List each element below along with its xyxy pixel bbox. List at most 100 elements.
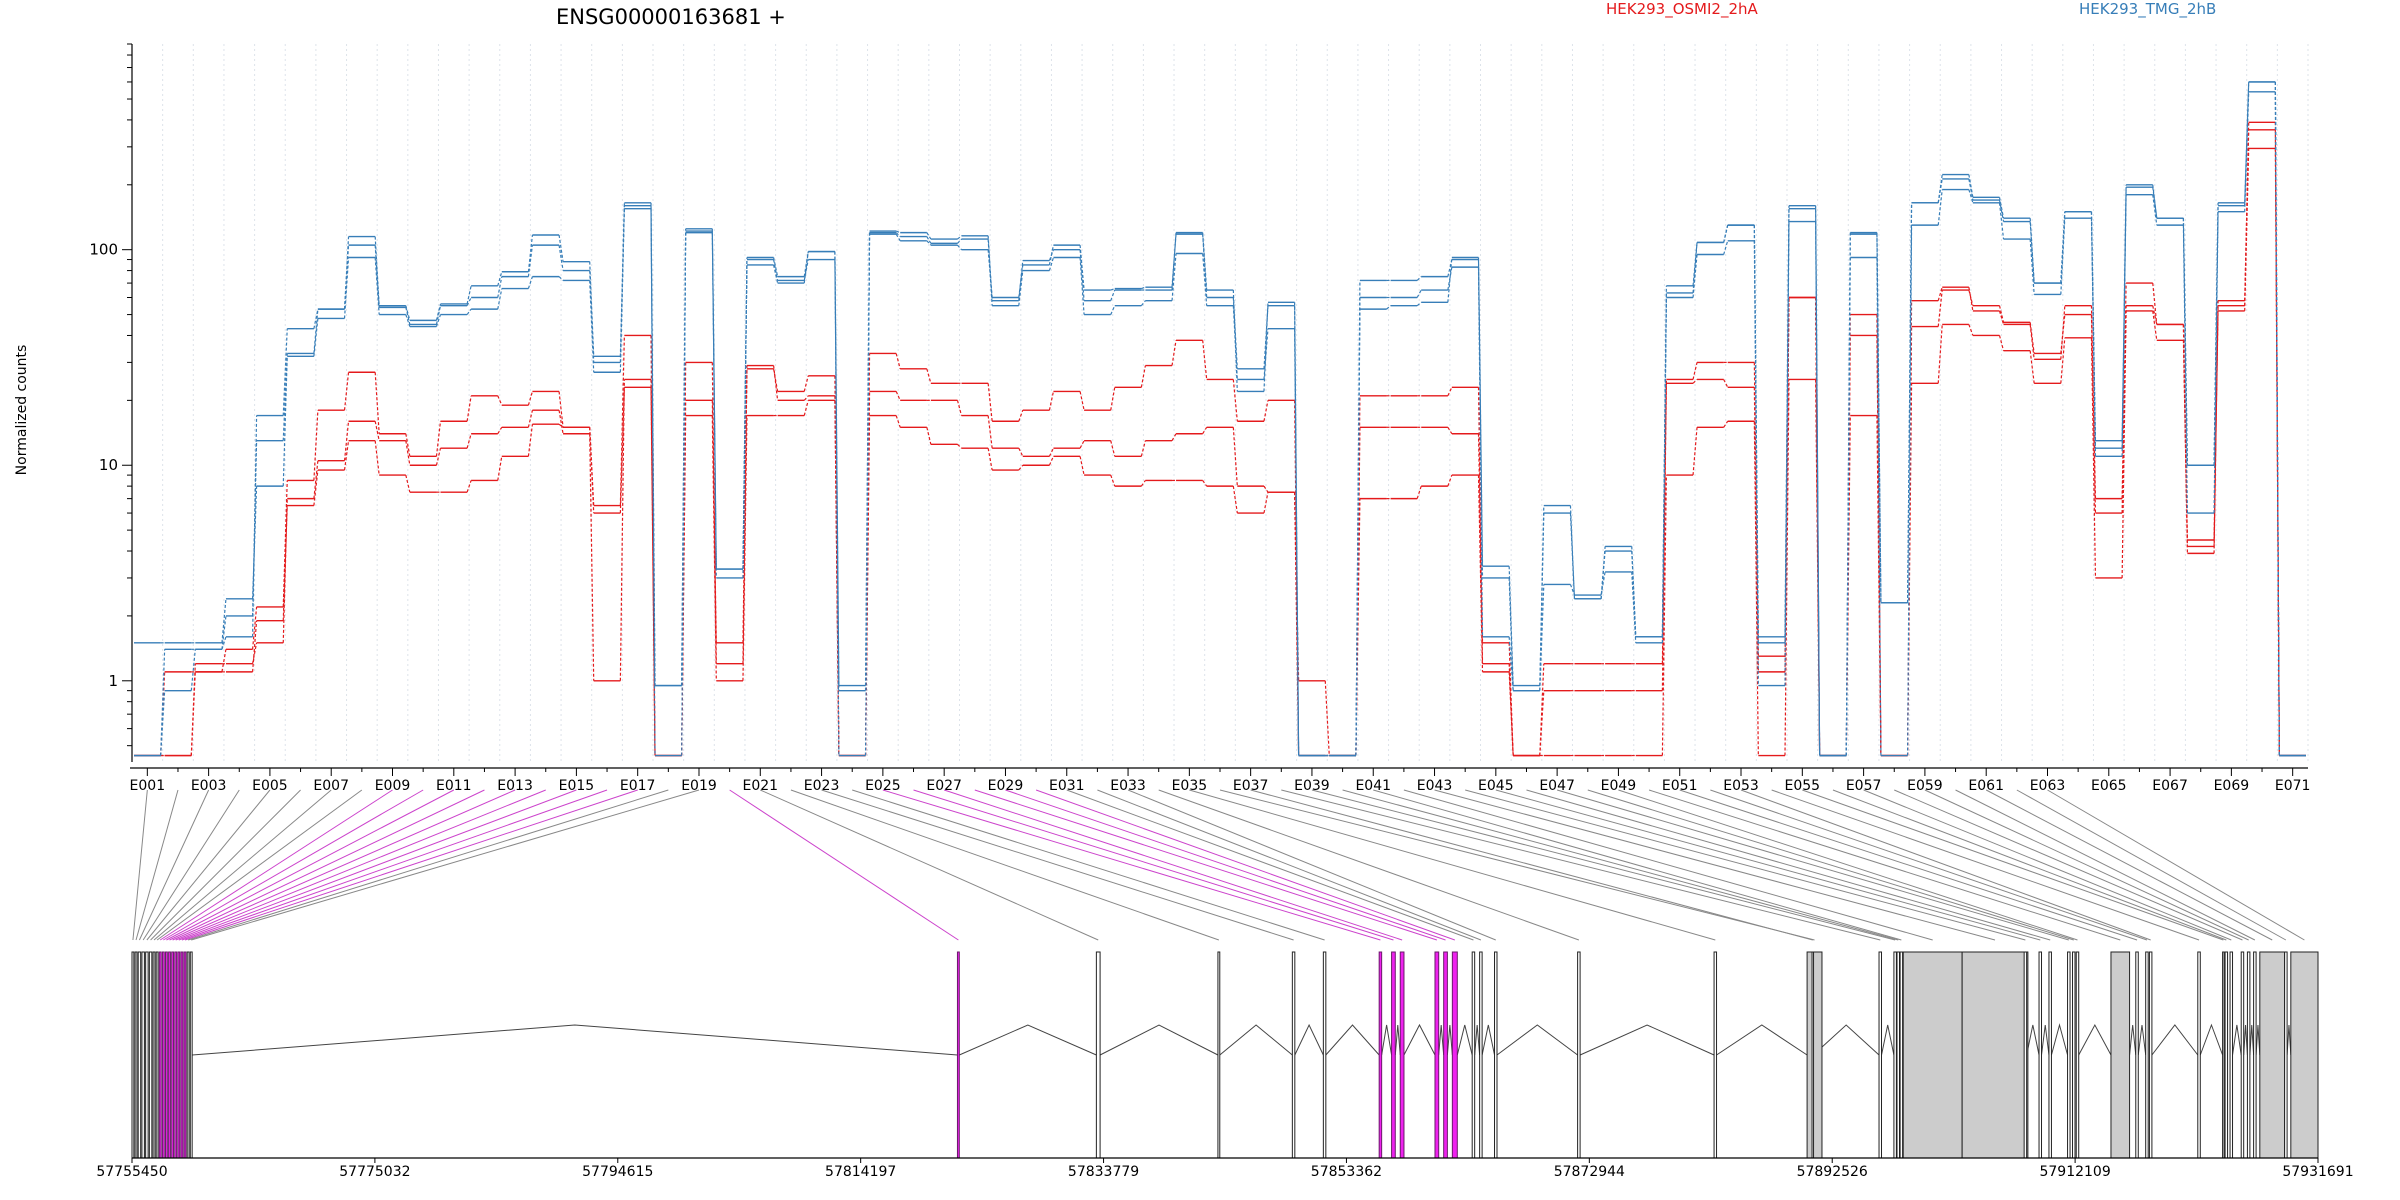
exon-tick-label: E021 <box>742 778 778 794</box>
intron-line <box>1394 1024 1401 1056</box>
exon-transition <box>895 391 901 401</box>
exon-tick-label: E051 <box>1662 778 1698 794</box>
exon-transition <box>650 205 656 756</box>
exon-transition <box>1018 464 1024 471</box>
exon-transition <box>1018 260 1024 301</box>
exon-connector <box>1005 789 1446 941</box>
exon-transition <box>1600 546 1606 599</box>
exon-transition <box>497 395 503 406</box>
exon-transition <box>282 480 288 608</box>
exon-transition <box>1477 475 1484 672</box>
exon-connector <box>821 789 1294 941</box>
exon-block <box>2048 951 2052 1159</box>
exon-transition <box>987 448 993 471</box>
exon-block <box>183 951 187 1159</box>
exon-transition <box>252 642 258 664</box>
exon-transition <box>190 671 196 756</box>
exon-transition <box>742 257 748 570</box>
exon-transition <box>2213 300 2219 554</box>
exon-connector <box>166 789 455 941</box>
intron-line <box>2041 1024 2050 1056</box>
exon-block <box>2067 951 2071 1159</box>
exon-transition <box>1202 480 1208 487</box>
replicate-line <box>134 81 2306 757</box>
exon-block <box>155 951 159 1159</box>
exon-transition <box>497 276 503 298</box>
exon-connector <box>178 789 577 941</box>
exon-transition <box>957 235 962 240</box>
exon-transition <box>527 410 534 428</box>
exon-transition <box>1079 440 1085 449</box>
exon-block <box>2240 951 2245 1159</box>
exon-block <box>171 951 175 1159</box>
exon-block <box>148 951 153 1159</box>
exon-block <box>161 951 165 1159</box>
exon-connector <box>944 789 1403 941</box>
exon-connector <box>1158 789 1580 941</box>
exon-transition <box>435 421 442 457</box>
intron-line <box>959 1024 1097 1056</box>
exon-transition <box>773 368 779 392</box>
exon-transition <box>773 259 779 281</box>
exon-connector <box>790 789 1220 941</box>
exon-connector <box>163 789 424 941</box>
exon-transition <box>221 636 227 650</box>
series-HEK293_TMG_2hB <box>134 81 2306 757</box>
replicate-line <box>134 91 2306 757</box>
exon-transition <box>2029 239 2035 295</box>
genomic-tick-label: 57931691 <box>2282 1164 2353 1180</box>
exon-block <box>180 951 184 1159</box>
exon-transition <box>374 440 380 476</box>
exon-transition <box>650 202 656 686</box>
exon-transition <box>650 387 656 756</box>
exon-connector <box>1342 789 1899 941</box>
exon-tick-label: E005 <box>252 778 288 794</box>
exon-block <box>1434 951 1440 1159</box>
exon-connector <box>156 789 363 941</box>
exon-transition <box>343 236 350 310</box>
exon-tick-label: E067 <box>2152 778 2188 794</box>
exon-tick-label: E047 <box>1539 778 1575 794</box>
exon-block <box>1713 951 1718 1159</box>
exon-transition <box>282 353 288 441</box>
exon-transition <box>1110 387 1116 411</box>
exon-transition <box>1110 305 1116 315</box>
exon-tick-label: E049 <box>1601 778 1637 794</box>
replicate-line <box>134 121 2306 757</box>
exon-transition <box>803 251 809 277</box>
intron-line <box>1294 1023 1324 1056</box>
exon-block <box>189 951 193 1159</box>
exon-tick-label: E011 <box>436 778 472 794</box>
exon-transition <box>926 236 932 244</box>
exon-transition <box>251 415 258 637</box>
exon-block <box>1399 951 1405 1159</box>
exon-transition <box>527 276 533 289</box>
exon-connector <box>852 789 1325 941</box>
exon-transition <box>1447 474 1453 487</box>
exon-tick-label: E029 <box>988 778 1024 794</box>
exon-transition <box>1723 224 1729 243</box>
exon-block <box>1577 951 1581 1159</box>
exon-block <box>2145 951 2149 1159</box>
exon-transition <box>1140 440 1146 457</box>
exon-connector <box>187 789 669 941</box>
y-axis-label: Normalized counts <box>14 345 30 476</box>
exon-connector <box>1648 789 2121 941</box>
exon-tick-label: E039 <box>1294 778 1330 794</box>
exon-transition <box>2060 305 2066 360</box>
intron-line <box>1438 1024 1445 1056</box>
exon-transition <box>926 427 932 445</box>
exon-transition <box>1968 324 1974 336</box>
intron-line <box>1219 1024 1293 1056</box>
exon-transition <box>1539 505 1545 686</box>
exon-tick-label: E001 <box>130 778 166 794</box>
exon-transition <box>1692 427 1698 476</box>
exon-transition <box>1937 289 1943 327</box>
exon-block <box>1899 951 1904 1159</box>
exon-transition <box>435 314 442 327</box>
exon-block <box>186 951 190 1159</box>
exon-block <box>164 951 168 1159</box>
exon-transition <box>957 443 962 449</box>
exon-block <box>2224 951 2229 1159</box>
